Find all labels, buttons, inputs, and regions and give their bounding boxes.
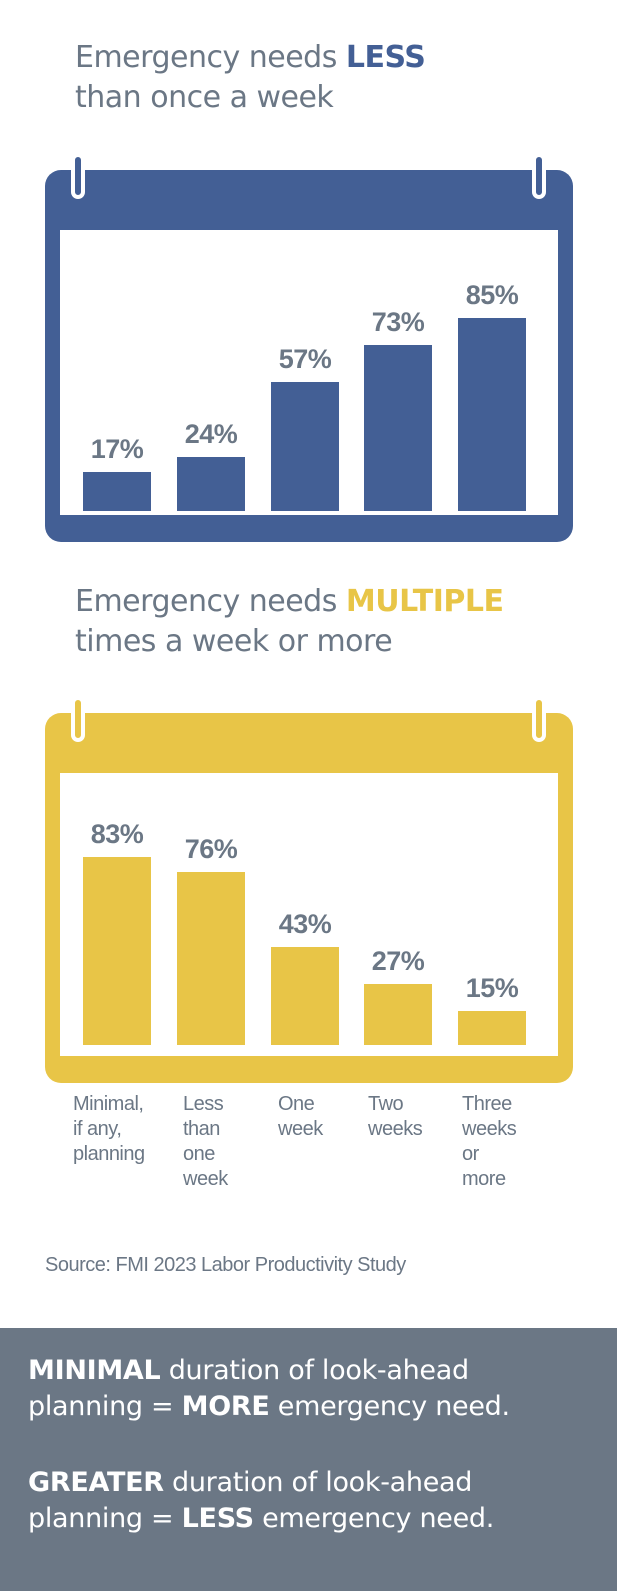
value-label-2-1: 83% <box>90 819 144 849</box>
value-label-1-2: 24% <box>184 419 238 449</box>
category-label-line: Two <box>368 1093 404 1115</box>
calendar-ring-right <box>532 153 546 199</box>
value-label-1-3: 57% <box>278 344 332 374</box>
category-label-line: week <box>183 1168 228 1190</box>
bar-1-2 <box>177 457 245 511</box>
chart-2-heading-prefix: Emergency needs <box>75 584 346 619</box>
category-label-line: One <box>278 1093 315 1115</box>
takeaway-greater-text3: emergency need. <box>253 1503 495 1534</box>
chart-2-heading: Emergency needs MULTIPLE times a week or… <box>75 582 504 662</box>
value-label-2-4: 27% <box>371 946 425 976</box>
category-label-line: weeks <box>462 1118 517 1140</box>
bar-2-5 <box>458 1011 526 1045</box>
value-label-2-5: 15% <box>465 973 519 1003</box>
chart-2-heading-line2: times a week or more <box>75 624 393 659</box>
category-label-4: Two weeks <box>368 1092 463 1142</box>
takeaway-minimal: MINIMAL duration of look-ahead planning … <box>28 1353 598 1425</box>
category-label-line: Less <box>183 1093 224 1115</box>
takeaway-greater: GREATER duration of look-ahead planning … <box>28 1465 598 1537</box>
value-label-2-2: 76% <box>184 834 238 864</box>
bar-2-4 <box>364 984 432 1045</box>
takeaway-greater-text2: planning = <box>28 1503 182 1534</box>
value-label-1-5: 85% <box>465 280 519 310</box>
takeaway-minimal-strong2: MORE <box>181 1391 270 1422</box>
bar-1-1 <box>83 472 151 511</box>
takeaway-minimal-text3: emergency need. <box>269 1391 510 1422</box>
category-label-line: than <box>183 1118 220 1140</box>
bar-2-3 <box>271 947 339 1045</box>
chart-2-heading-emphasis: MULTIPLE <box>345 584 504 619</box>
bar-2-2 <box>177 872 245 1045</box>
chart-1-heading-line2: than once a week <box>75 80 334 115</box>
source-note: Source: FMI 2023 Labor Productivity Stud… <box>45 1254 406 1276</box>
category-label-1: Minimal, if any, planning <box>73 1092 168 1167</box>
takeaway-minimal-strong: MINIMAL <box>28 1355 161 1386</box>
value-label-1-4: 73% <box>371 307 425 337</box>
bar-1-4 <box>364 345 432 511</box>
value-label-1-1: 17% <box>90 434 144 464</box>
category-label-2: Less than one week <box>183 1092 278 1192</box>
value-label-2-3: 43% <box>278 909 332 939</box>
category-label-line: weeks <box>368 1118 423 1140</box>
chart-1-heading-emphasis: LESS <box>345 40 426 75</box>
takeaway-greater-strong2: LESS <box>181 1503 254 1534</box>
category-label-line: one <box>183 1143 215 1165</box>
bar-1-5 <box>458 318 526 511</box>
category-label-3: One week <box>278 1092 373 1142</box>
category-label-5: Three weeks or more <box>462 1092 557 1192</box>
chart-1-heading-prefix: Emergency needs <box>75 40 346 75</box>
category-label-line: Three <box>462 1093 512 1115</box>
takeaway-greater-strong: GREATER <box>28 1467 164 1498</box>
category-label-line: Minimal, <box>73 1093 144 1115</box>
takeaway-minimal-text: duration of look-ahead <box>160 1355 469 1386</box>
takeaway-greater-text: duration of look-ahead <box>163 1467 473 1498</box>
calendar-ring-left <box>71 153 85 199</box>
bar-1-3 <box>271 382 339 511</box>
chart-1-heading: Emergency needs LESS than once a week <box>75 38 426 118</box>
category-label-line: or <box>462 1143 479 1165</box>
bar-2-1 <box>83 857 151 1045</box>
takeaway-panel: MINIMAL duration of look-ahead planning … <box>0 1328 617 1591</box>
takeaway-minimal-text2: planning = <box>28 1391 182 1422</box>
calendar-ring-right <box>532 696 546 742</box>
category-label-line: more <box>462 1168 506 1190</box>
category-label-line: week <box>278 1118 323 1140</box>
category-label-line: planning <box>73 1143 145 1165</box>
category-label-line: if any, <box>73 1118 122 1140</box>
calendar-ring-left <box>71 696 85 742</box>
